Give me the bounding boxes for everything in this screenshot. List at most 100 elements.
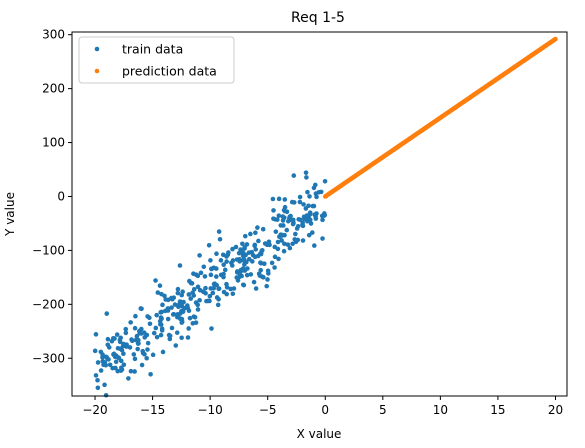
- train-data-point: [228, 286, 233, 292]
- train-data-point: [282, 204, 288, 210]
- x-tick-label: 0: [321, 403, 329, 417]
- train-data-point: [215, 302, 221, 308]
- train-data-point: [262, 241, 268, 246]
- train-data-point: [104, 311, 110, 316]
- train-data-point: [121, 351, 126, 357]
- train-data-point: [224, 281, 229, 287]
- train-data-point: [175, 312, 180, 317]
- train-data-point: [282, 232, 287, 238]
- train-data-point: [311, 185, 317, 191]
- x-tick-label: −20: [82, 403, 107, 417]
- train-data-point: [293, 231, 298, 237]
- train-data-point: [103, 392, 109, 398]
- train-data-point: [298, 217, 303, 223]
- train-data-point: [287, 245, 293, 251]
- train-data-point: [144, 355, 149, 361]
- train-data-point: [256, 238, 261, 244]
- train-data-point: [154, 334, 160, 340]
- train-data-point: [118, 368, 124, 373]
- train-data-point: [316, 189, 322, 195]
- train-data-point: [158, 332, 164, 338]
- prediction-data-point: [553, 36, 558, 42]
- train-data-point: [272, 254, 278, 260]
- train-data-point: [276, 196, 282, 202]
- train-data-point: [305, 189, 310, 195]
- train-data-point: [300, 238, 306, 243]
- train-data-point: [261, 275, 266, 280]
- train-data-point: [301, 214, 307, 220]
- train-data-point: [240, 241, 245, 247]
- x-tick-label: −10: [197, 403, 222, 417]
- train-data-point: [221, 262, 226, 268]
- train-data-point: [203, 285, 208, 291]
- x-tick-label: −5: [259, 403, 277, 417]
- train-data-point: [126, 376, 131, 381]
- train-data-point: [253, 286, 259, 291]
- train-data-point: [93, 373, 99, 378]
- train-data-point: [214, 251, 219, 257]
- train-data-point: [145, 347, 150, 352]
- train-data-point: [279, 238, 284, 243]
- train-data-point: [222, 267, 228, 273]
- train-data-point: [221, 274, 226, 280]
- legend-label-prediction: prediction data: [122, 64, 217, 79]
- train-data-point: [153, 325, 159, 331]
- train-data-point: [195, 307, 201, 312]
- train-data-point: [136, 337, 141, 343]
- train-data-point: [230, 258, 236, 263]
- train-data-point: [127, 345, 133, 350]
- train-data-point: [221, 289, 227, 295]
- train-data-point: [291, 173, 297, 178]
- train-data-point: [207, 298, 212, 304]
- train-data-point: [313, 214, 318, 219]
- train-data-point: [236, 250, 242, 256]
- train-data-point: [139, 326, 144, 332]
- train-data-point: [101, 362, 106, 368]
- x-tick-label: 5: [379, 403, 387, 417]
- train-data-point: [145, 340, 151, 346]
- train-data-point: [176, 304, 181, 310]
- train-data-point: [216, 297, 221, 302]
- train-data-point: [303, 206, 309, 211]
- train-data-point: [147, 321, 153, 327]
- train-data-point: [282, 241, 287, 247]
- train-data-point: [190, 290, 195, 296]
- train-data-point: [119, 347, 125, 353]
- train-data-point: [269, 260, 275, 266]
- train-data-point: [270, 196, 276, 202]
- y-axis-ticks: −300 −200 −100 0 100 200 300: [32, 28, 72, 365]
- train-data-point: [103, 354, 109, 360]
- train-data-point: [160, 349, 166, 355]
- train-data-point: [179, 320, 185, 325]
- train-data-point: [148, 371, 153, 377]
- train-data-point: [190, 321, 196, 326]
- train-data-point: [301, 202, 306, 207]
- train-data-point: [153, 278, 158, 283]
- train-data-point: [173, 343, 179, 348]
- train-data-point: [159, 309, 164, 315]
- train-data-point: [128, 368, 134, 374]
- train-data-point: [117, 337, 123, 343]
- train-data-point: [198, 270, 204, 276]
- train-data-point: [92, 348, 98, 354]
- y-tick-label: −200: [32, 297, 65, 311]
- y-tick-label: 0: [57, 189, 65, 203]
- train-data-point: [322, 178, 328, 184]
- train-data-point: [195, 273, 201, 279]
- train-data-point: [257, 273, 263, 278]
- train-data-point: [248, 231, 253, 237]
- train-data-point: [275, 239, 281, 245]
- x-tick-label: −15: [140, 403, 165, 417]
- train-data-point: [253, 247, 259, 252]
- train-data-point: [216, 229, 222, 234]
- train-data-point: [159, 328, 165, 333]
- train-data-point: [242, 233, 248, 239]
- train-data-point: [297, 199, 303, 205]
- train-data-point: [297, 194, 303, 200]
- train-data-point: [132, 325, 138, 331]
- x-axis-label: X value: [297, 427, 342, 441]
- train-data-point: [217, 237, 223, 242]
- train-data-point: [150, 352, 156, 358]
- legend-label-train: train data: [122, 42, 183, 57]
- train-data-point: [208, 272, 214, 278]
